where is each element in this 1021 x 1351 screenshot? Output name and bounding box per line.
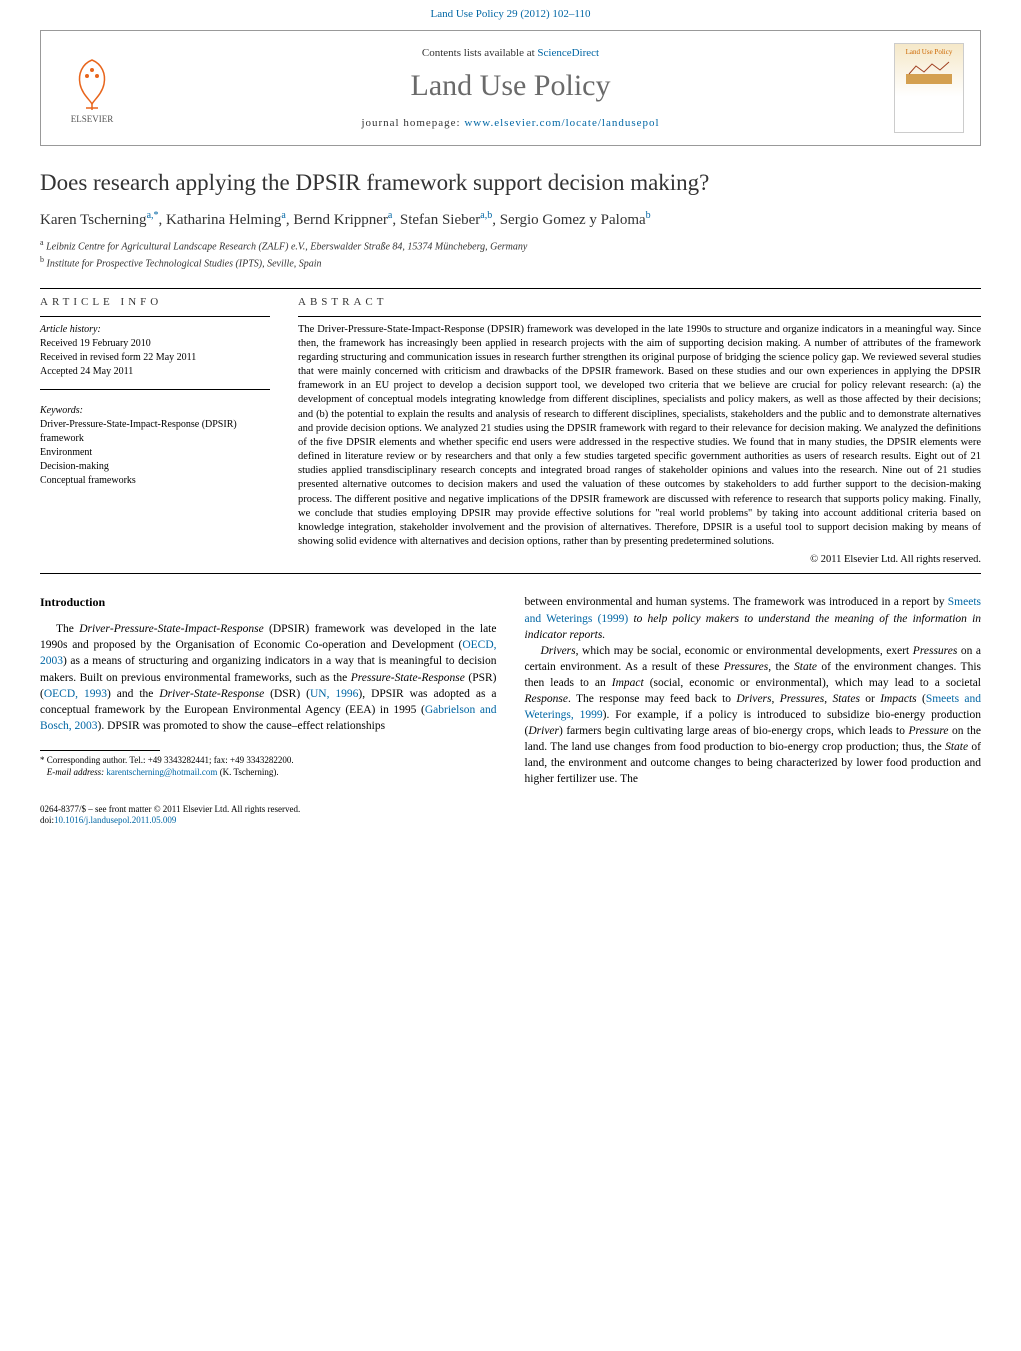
email-link[interactable]: karentscherning@hotmail.com (106, 767, 217, 777)
elsevier-logo: ELSEVIER (57, 48, 127, 128)
affiliation-a: a Leibniz Centre for Agricultural Landsc… (40, 237, 981, 254)
doi-label: doi: (40, 815, 54, 825)
email-suffix: (K. Tscherning). (217, 767, 278, 777)
info-subrule (40, 316, 270, 317)
contents-prefix: Contents lists available at (422, 47, 537, 59)
history-label: Article history: (40, 323, 270, 337)
cover-art-icon (904, 56, 954, 86)
intro-heading: Introduction (40, 594, 497, 611)
history-accepted: Accepted 24 May 2011 (40, 365, 270, 379)
article-info: article info Article history: Received 1… (40, 295, 270, 568)
abstract-text: The Driver-Pressure-State-Impact-Respons… (298, 323, 981, 550)
elsevier-tree-icon (62, 52, 122, 112)
col2-para-2: Drivers, which may be social, economic o… (525, 643, 982, 788)
doi-value[interactable]: 10.1016/j.landusepol.2011.05.009 (54, 815, 176, 825)
col2-para-1: between environmental and human systems.… (525, 594, 982, 642)
abstract-heading: abstract (298, 295, 981, 310)
journal-cover-thumb: Land Use Policy (894, 43, 964, 133)
info-heading: article info (40, 295, 270, 310)
footnote-rule (40, 750, 160, 751)
homepage-prefix: journal homepage: (361, 117, 464, 129)
column-right: between environmental and human systems.… (525, 594, 982, 787)
body-columns: Introduction The Driver-Pressure-State-I… (40, 594, 981, 787)
affiliations: a Leibniz Centre for Agricultural Landsc… (40, 237, 981, 272)
info-subrule-2 (40, 389, 270, 390)
keyword: Decision-making (40, 460, 270, 474)
journal-header-box: ELSEVIER Contents lists available at Sci… (40, 30, 981, 146)
sciencedirect-link[interactable]: ScienceDirect (537, 47, 599, 59)
affiliation-b: b Institute for Prospective Technologica… (40, 254, 981, 271)
authors-line: Karen Tscherninga,*, Katharina Helminga,… (40, 210, 981, 229)
cover-label: Land Use Policy (906, 48, 953, 56)
citation-text: Land Use Policy 29 (2012) 102–110 (431, 8, 591, 20)
header-center: Contents lists available at ScienceDirec… (143, 47, 878, 129)
column-left: Introduction The Driver-Pressure-State-I… (40, 594, 497, 787)
intro-para-1: The Driver-Pressure-State-Impact-Respons… (40, 621, 497, 734)
info-abstract-row: article info Article history: Received 1… (40, 295, 981, 568)
rule-bottom (40, 573, 981, 574)
contents-line: Contents lists available at ScienceDirec… (143, 47, 878, 59)
keywords-label: Keywords: (40, 404, 270, 418)
history-revised: Received in revised form 22 May 2011 (40, 351, 270, 365)
keyword: Driver-Pressure-State-Impact-Response (D… (40, 418, 270, 446)
rule-top (40, 288, 981, 289)
elsevier-label: ELSEVIER (71, 114, 114, 124)
homepage-line: journal homepage: www.elsevier.com/locat… (143, 117, 878, 129)
abstract-copyright: © 2011 Elsevier Ltd. All rights reserved… (298, 553, 981, 567)
doi-line: doi:10.1016/j.landusepol.2011.05.009 (40, 815, 981, 827)
corr-footnote: * Corresponding author. Tel.: +49 334328… (40, 755, 497, 767)
abstract: abstract The Driver-Pressure-State-Impac… (298, 295, 981, 568)
keyword: Conceptual frameworks (40, 474, 270, 488)
email-label: E-mail address: (47, 767, 107, 777)
homepage-link[interactable]: www.elsevier.com/locate/landusepol (464, 117, 659, 129)
abstract-subrule (298, 316, 981, 317)
history-received: Received 19 February 2010 (40, 337, 270, 351)
article-title: Does research applying the DPSIR framewo… (40, 170, 981, 196)
email-footnote: E-mail address: karentscherning@hotmail.… (40, 767, 497, 779)
issn-line: 0264-8377/$ – see front matter © 2011 El… (40, 804, 981, 816)
keyword: Environment (40, 446, 270, 460)
journal-title: Land Use Policy (143, 69, 878, 103)
citation-header: Land Use Policy 29 (2012) 102–110 (0, 0, 1021, 26)
footer-meta: 0264-8377/$ – see front matter © 2011 El… (40, 804, 981, 827)
